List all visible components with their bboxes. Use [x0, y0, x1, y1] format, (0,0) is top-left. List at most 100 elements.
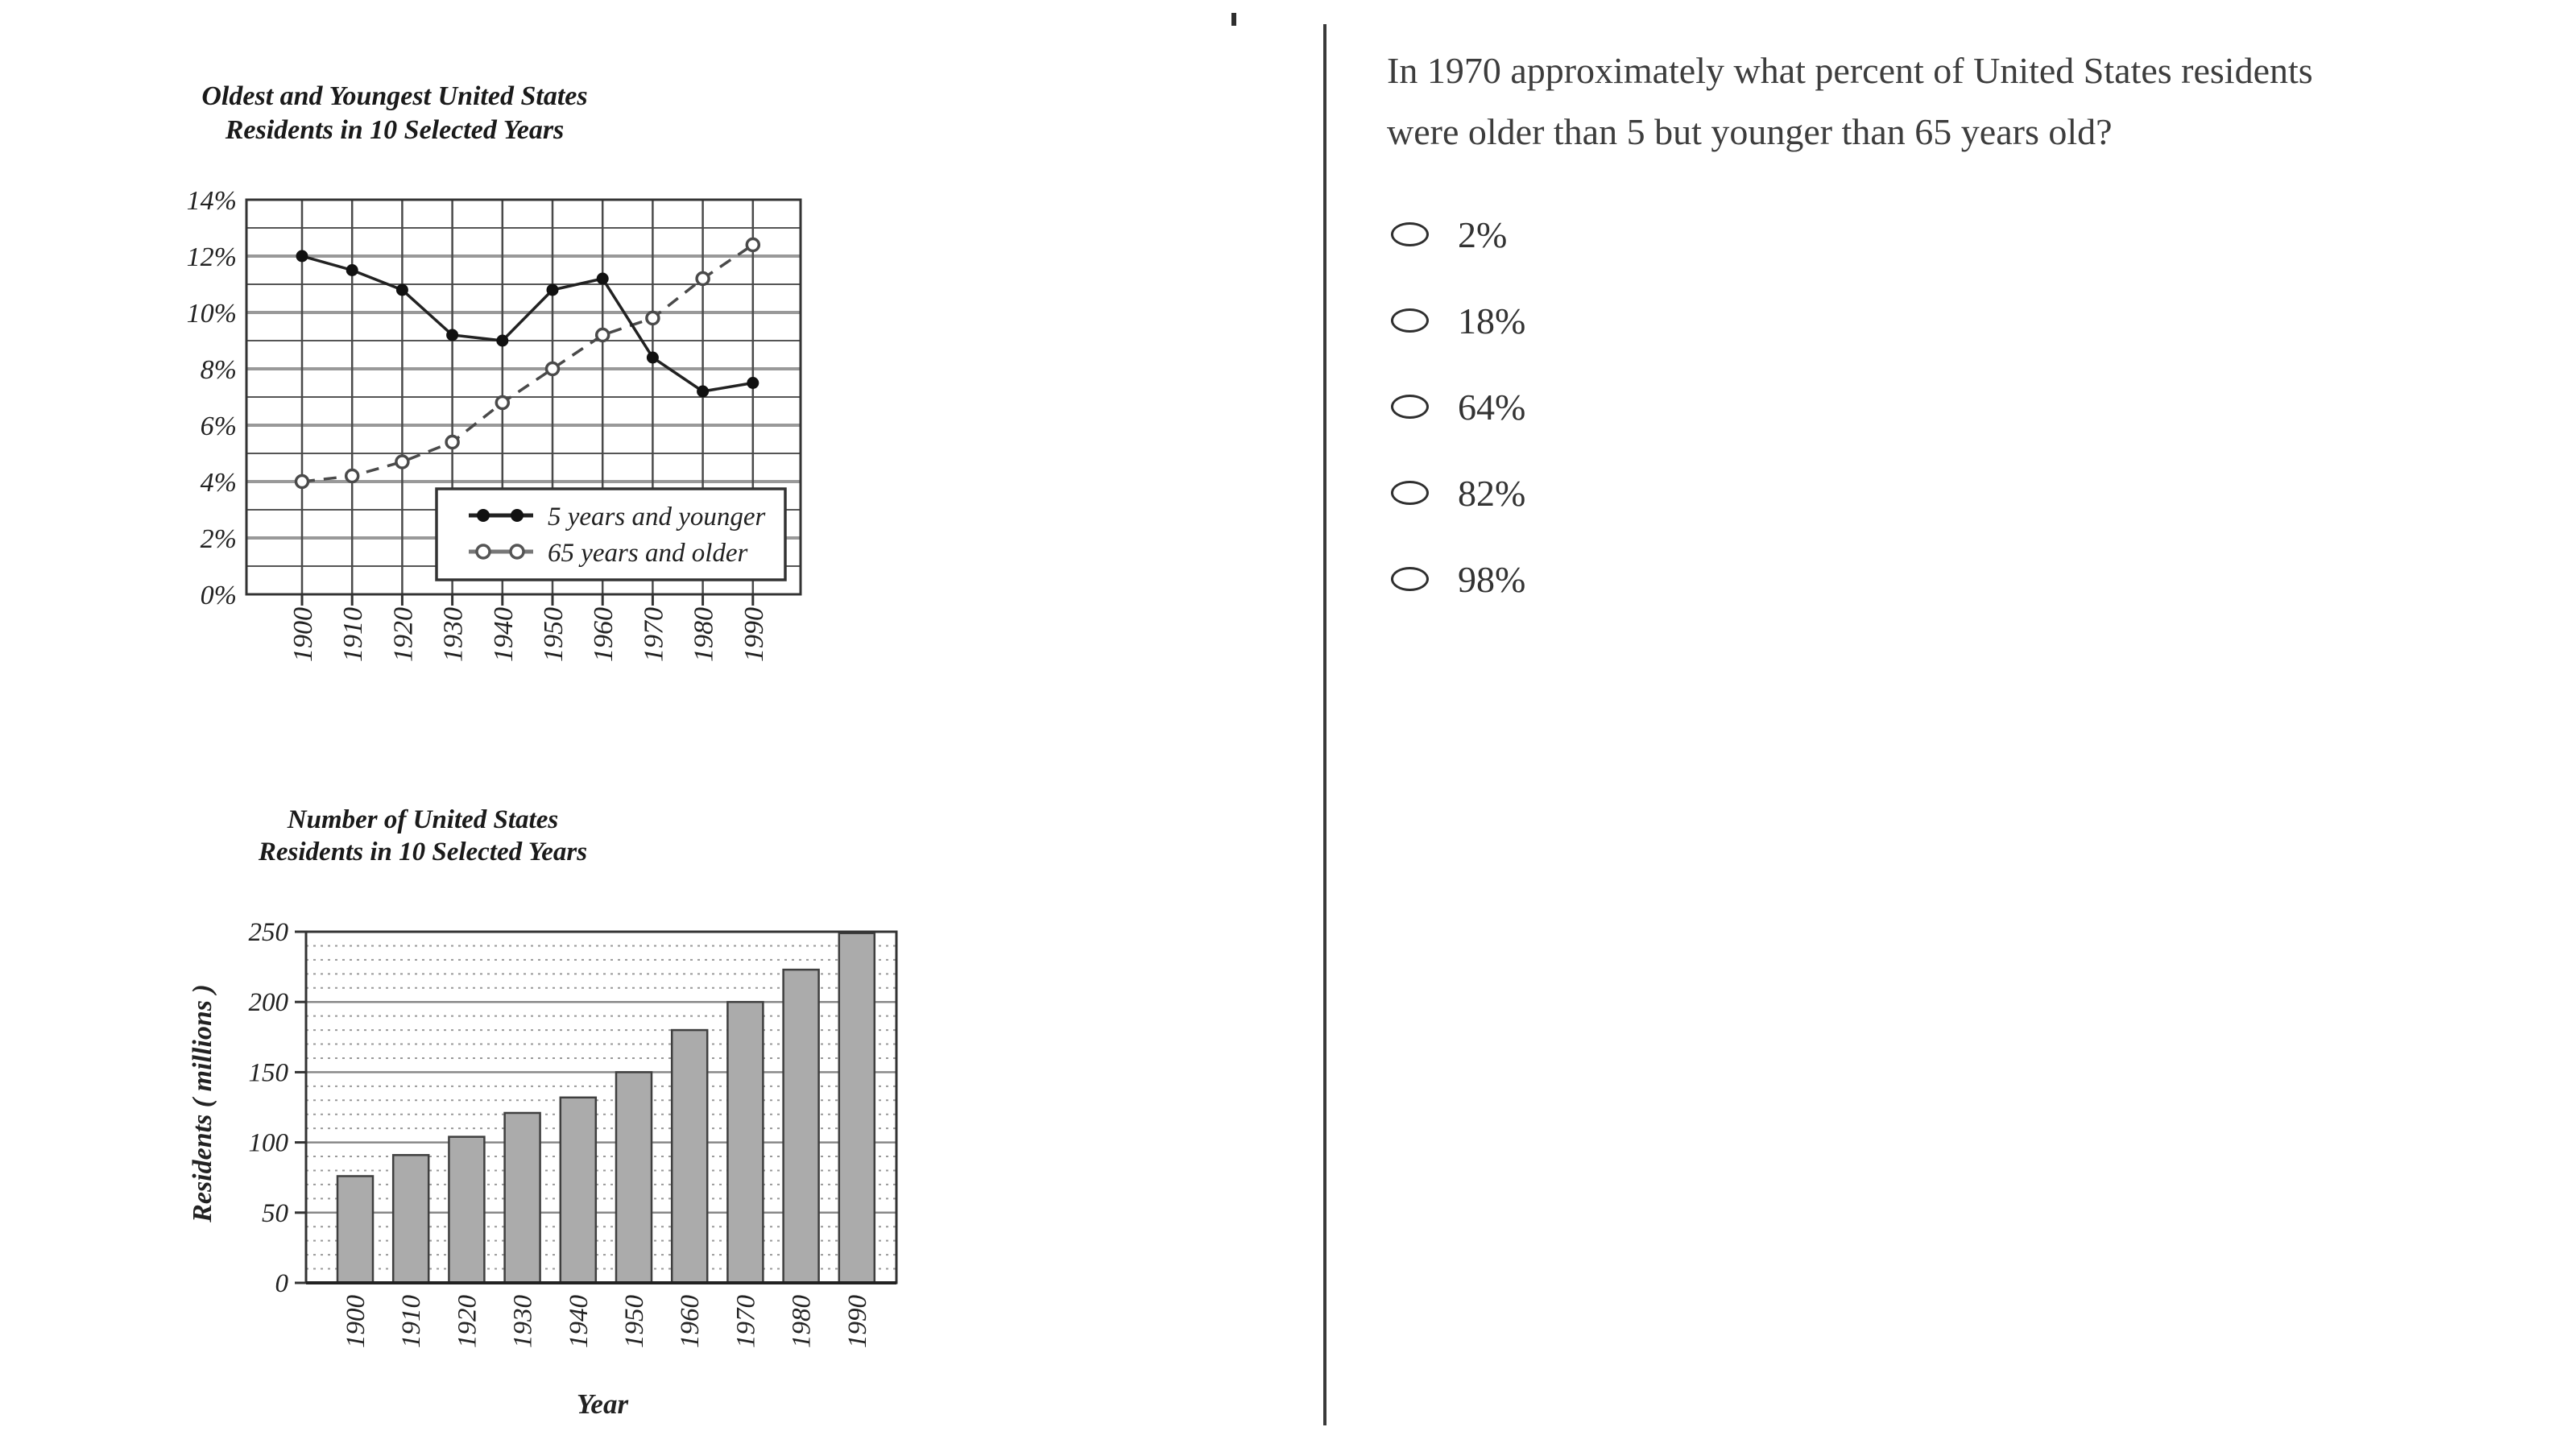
option-row-98pct[interactable]: 98%	[1391, 554, 1525, 604]
radio-button-icon[interactable]	[1391, 222, 1429, 246]
y-axis-tick-label: 150	[249, 1058, 289, 1087]
bar-1970	[726, 1000, 764, 1284]
data-point-filled-circle	[596, 272, 609, 285]
option-label: 98%	[1458, 558, 1526, 600]
data-point-filled-circle	[697, 385, 710, 398]
x-axis-tick-label: 1990	[739, 607, 769, 662]
bar-chart: Number of United States Residents in 10 S…	[188, 805, 898, 1420]
bar-1990	[838, 932, 876, 1284]
bar-1980	[782, 968, 820, 1284]
data-point-filled-circle	[646, 351, 659, 364]
line-chart-title: Oldest and Youngest United States	[201, 81, 587, 111]
legend-label: 65 years and older	[548, 539, 748, 568]
x-axis-tick-label: 1990	[843, 1295, 872, 1349]
data-point-open-circle	[594, 327, 610, 343]
x-axis-tick-label: 1920	[453, 1295, 482, 1349]
plot-border	[245, 198, 802, 596]
bar-1930	[503, 1111, 541, 1284]
data-point-filled-circle	[346, 264, 358, 276]
x-axis-tick-label: 1980	[689, 607, 719, 662]
y-axis-tick-label: 0	[275, 1269, 289, 1298]
data-point-filled-circle	[546, 283, 559, 296]
data-point-open-circle	[544, 361, 561, 377]
option-label: 2%	[1458, 213, 1508, 255]
bar-1950	[615, 1071, 653, 1284]
bar-1910	[391, 1154, 430, 1284]
panel-divider	[1323, 24, 1326, 1425]
data-point-open-circle	[395, 454, 410, 469]
y-axis-tick-label: 100	[249, 1129, 289, 1158]
radio-button-icon[interactable]	[1391, 567, 1429, 591]
x-axis-tick-label: 1940	[565, 1295, 594, 1349]
x-axis-title: Year	[577, 1388, 629, 1420]
x-axis-tick-label: 1970	[731, 1295, 760, 1349]
series-line-5-and-younger	[301, 254, 754, 393]
y-axis-tick-label: 8%	[201, 355, 237, 385]
bar-1960	[670, 1028, 709, 1284]
legend-box	[435, 487, 787, 581]
x-axis-tick-label: 1950	[620, 1295, 649, 1349]
y-axis-tick-label: 6%	[201, 412, 237, 441]
option-label: 18%	[1458, 300, 1526, 341]
data-point-filled-circle	[496, 334, 509, 347]
x-axis-tick-label: 1980	[788, 1295, 817, 1349]
question-line: In 1970 approximately what percent of Un…	[1387, 50, 2313, 91]
x-axis-tick-label: 1940	[489, 607, 519, 662]
option-row-18pct[interactable]: 18%	[1391, 296, 1525, 345]
legend-open-circle-icon	[475, 544, 491, 560]
y-axis-title: Residents ( millions )	[188, 984, 217, 1223]
data-point-open-circle	[445, 434, 460, 450]
option-row-64pct[interactable]: 64%	[1391, 382, 1525, 432]
bar-1920	[448, 1135, 486, 1284]
data-point-open-circle	[294, 474, 310, 490]
option-row-2pct[interactable]: 2%	[1391, 209, 1525, 259]
x-axis-tick-label: 1910	[397, 1295, 426, 1349]
data-point-filled-circle	[747, 377, 759, 389]
x-axis-tick-label: 1920	[388, 607, 418, 662]
data-point-filled-circle	[446, 329, 459, 341]
y-axis-tick-label: 250	[249, 918, 289, 947]
legend-label: 5 years and younger	[548, 503, 766, 532]
bars	[336, 932, 876, 1284]
radio-button-icon[interactable]	[1391, 395, 1429, 419]
option-label: 64%	[1458, 386, 1526, 428]
series-line-65-and-older	[301, 243, 754, 483]
legend-filled-circle-icon	[477, 509, 490, 522]
legend-filled-circle-icon	[511, 509, 524, 522]
data-point-filled-circle	[296, 250, 308, 263]
x-axis-tick-label: 1900	[341, 1295, 370, 1349]
y-axis-tick-label: 2%	[201, 524, 237, 554]
x-axis-tick-label: 1970	[639, 607, 668, 662]
page-artifact-tick	[1231, 13, 1236, 26]
radio-button-icon[interactable]	[1391, 481, 1429, 505]
y-axis-tick-label: 10%	[187, 299, 237, 329]
legend-open-circle-icon	[509, 544, 525, 560]
x-axis-tick-label: 1930	[509, 1295, 538, 1349]
legend: 5 years and younger 65 years and older	[435, 487, 787, 581]
y-axis-tick-label: 4%	[201, 468, 237, 498]
question-text: In 1970 approximately what percent of Un…	[1387, 40, 2482, 163]
data-point-open-circle	[495, 395, 511, 411]
radio-button-icon[interactable]	[1391, 308, 1429, 333]
y-axis-tick-label: 200	[249, 988, 289, 1017]
x-axis-tick-label: 1910	[338, 607, 368, 662]
x-axis-tick-label: 1960	[589, 607, 619, 662]
x-axis-tick-label: 1960	[676, 1295, 705, 1349]
bar-chart-title: Number of United States	[287, 805, 558, 834]
bar-1940	[559, 1096, 598, 1284]
data-point-open-circle	[344, 468, 360, 484]
data-point-filled-circle	[395, 283, 408, 296]
x-axis-tick-label: 1900	[288, 607, 318, 662]
bar-chart-title: Residents in 10 Selected Years	[258, 838, 587, 867]
line-chart: Oldest and Youngest United States Residen…	[187, 81, 802, 662]
y-axis-tick-label: 0%	[201, 581, 237, 610]
data-point-open-circle	[695, 271, 710, 287]
option-row-82pct[interactable]: 82%	[1391, 468, 1525, 518]
y-axis-tick-label: 12%	[187, 242, 237, 272]
y-axis-tick-label: 14%	[187, 186, 237, 216]
y-axis-tick-label: 50	[262, 1199, 289, 1228]
x-axis-tick-label: 1950	[539, 607, 569, 662]
gridlines	[246, 200, 801, 606]
answer-options: 2% 18% 64% 82% 98%	[1391, 209, 1525, 604]
data-point-open-circle	[745, 237, 761, 253]
